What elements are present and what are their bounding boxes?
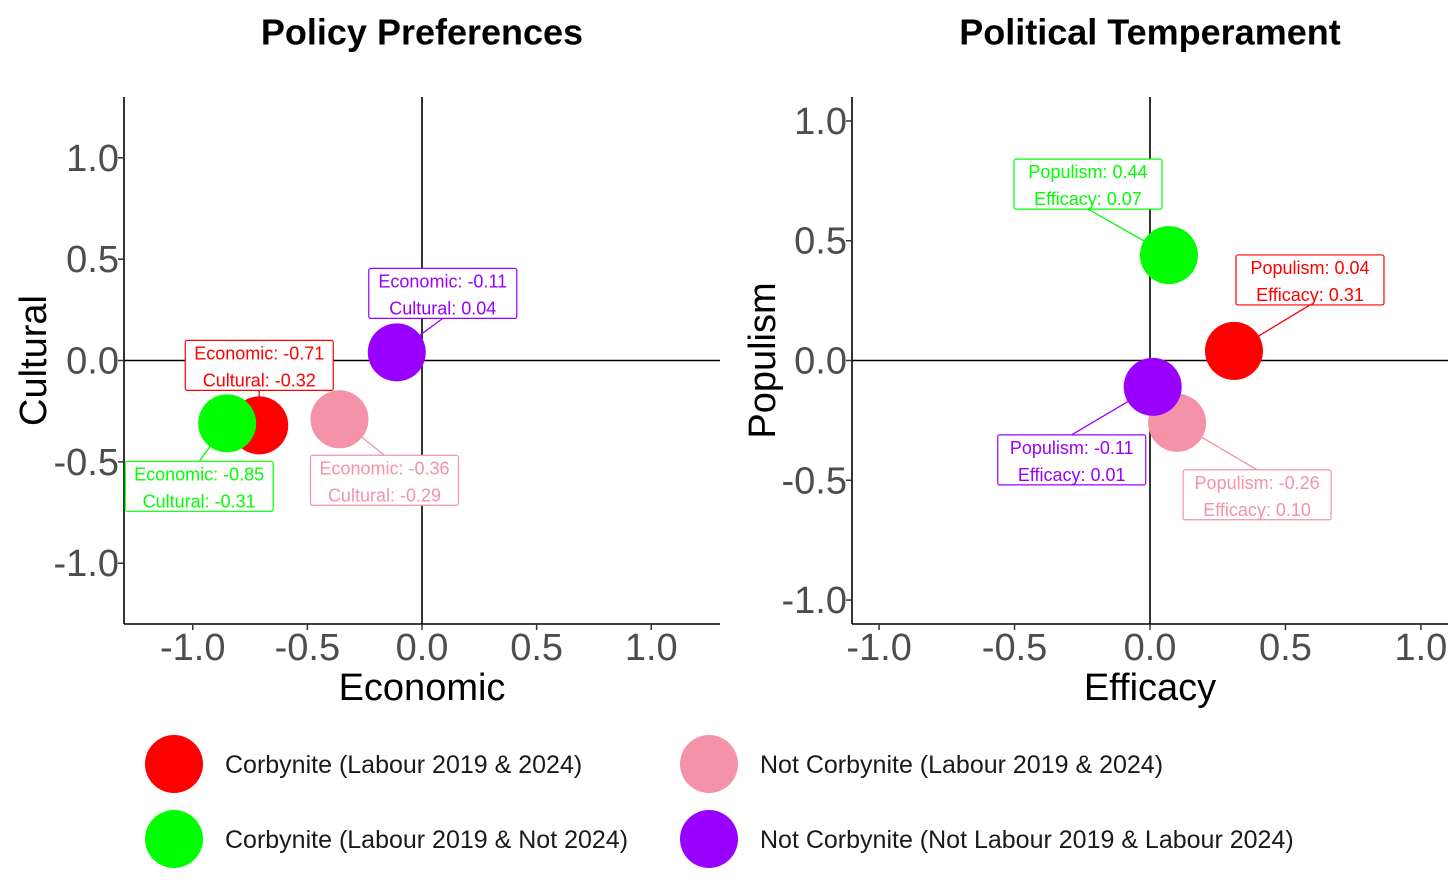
x-tick-label: 0.5 bbox=[510, 627, 563, 669]
legend-item: Not Corbynite (Not Labour 2019 & Labour … bbox=[680, 810, 1294, 868]
annotation-text: Populism: 0.44 bbox=[1028, 162, 1147, 182]
chart-title: Political Temperament bbox=[959, 12, 1340, 53]
annotation-box bbox=[368, 267, 518, 319]
y-tick-label: -0.5 bbox=[54, 442, 119, 484]
annotation-text: Efficacy: 0.10 bbox=[1203, 500, 1311, 520]
legend-key bbox=[680, 810, 738, 868]
annotation-text: Cultural: -0.31 bbox=[143, 491, 256, 511]
x-tick-label: 0.0 bbox=[1124, 627, 1177, 669]
y-tick-label: 0.5 bbox=[66, 239, 119, 281]
annotation-box bbox=[1235, 254, 1385, 306]
legend-label: Not Corbynite (Labour 2019 & 2024) bbox=[760, 751, 1163, 779]
legend-item: Not Corbynite (Labour 2019 & 2024) bbox=[680, 735, 1163, 793]
annotation-box bbox=[997, 434, 1147, 486]
annotation-text: Cultural: -0.32 bbox=[203, 370, 316, 390]
annotation-text: Economic: -0.36 bbox=[319, 458, 449, 478]
point-annotation: Populism: 0.04 Efficacy: 0.31 bbox=[1233, 254, 1385, 352]
annotation-box bbox=[309, 454, 460, 506]
political-temperament-panel: Political Temperament -1.0 -0.5 0.0 0.5 1.0 1.… bbox=[742, 12, 1448, 709]
y-tick-label: -1.0 bbox=[782, 580, 847, 622]
y-tick-label: 0.5 bbox=[794, 221, 847, 263]
annotation-leader bbox=[1176, 422, 1258, 471]
legend-key bbox=[145, 735, 203, 793]
legend-item: Corbynite (Labour 2019 & 2024) bbox=[145, 735, 582, 793]
legend-key bbox=[680, 735, 738, 793]
annotation-text: Efficacy: 0.07 bbox=[1034, 189, 1142, 209]
annotation-leader bbox=[198, 422, 228, 462]
annotation-text: Efficacy: 0.31 bbox=[1256, 285, 1364, 305]
x-axis-label: Efficacy bbox=[1084, 667, 1216, 709]
legend-label: Corbynite (Labour 2019 & 2024) bbox=[225, 751, 582, 779]
annotation-text: Populism: -0.26 bbox=[1195, 473, 1320, 493]
annotation-box bbox=[1013, 158, 1163, 210]
point-annotation: Economic: -0.36 Cultural: -0.29 bbox=[309, 418, 460, 506]
x-tick-label: 0.0 bbox=[396, 627, 449, 669]
legend-label: Corbynite (Labour 2019 & Not 2024) bbox=[225, 826, 628, 854]
annotation-text: Economic: -0.85 bbox=[134, 464, 264, 484]
annotation-leader bbox=[396, 317, 444, 353]
annotation-text: Economic: -0.71 bbox=[194, 343, 324, 363]
y-tick-label: 0.0 bbox=[66, 341, 119, 383]
point-annotation: Economic: -0.71 Cultural: -0.32 bbox=[184, 339, 334, 426]
legend-label: Not Corbynite (Not Labour 2019 & Labour … bbox=[760, 826, 1294, 854]
y-tick-label: -1.0 bbox=[54, 543, 119, 585]
annotation-text: Economic: -0.11 bbox=[378, 271, 507, 291]
annotation-box bbox=[124, 460, 274, 512]
point-annotation: Economic: -0.85 Cultural: -0.31 bbox=[124, 422, 274, 512]
annotation-leader bbox=[1071, 386, 1154, 436]
x-tick-label: -0.5 bbox=[275, 627, 340, 669]
point-annotation: Economic: -0.11 Cultural: 0.04 bbox=[368, 267, 518, 353]
legend-item: Corbynite (Labour 2019 & Not 2024) bbox=[145, 810, 628, 868]
annotation-text: Efficacy: 0.01 bbox=[1018, 465, 1126, 485]
annotation-box bbox=[1182, 469, 1332, 521]
annotation-text: Cultural: 0.04 bbox=[389, 298, 496, 318]
x-tick-label: -1.0 bbox=[160, 627, 225, 669]
chart-title: Policy Preferences bbox=[261, 12, 583, 53]
point-annotation: Populism: 0.44 Efficacy: 0.07 bbox=[1013, 158, 1170, 256]
y-axis-label: Populism bbox=[742, 282, 784, 438]
annotation-leader bbox=[1087, 208, 1170, 256]
y-tick-label: 1.0 bbox=[66, 138, 119, 180]
x-tick-label: 0.5 bbox=[1259, 627, 1312, 669]
x-tick-label: -1.0 bbox=[846, 627, 911, 669]
annotation-box bbox=[184, 339, 334, 391]
y-tick-label: 0.0 bbox=[794, 341, 847, 383]
policy-preferences-panel: Policy Preferences -1.0 -0.5 0.0 0.5 1.0 1.0 0.… bbox=[13, 12, 720, 709]
annotation-text: Cultural: -0.29 bbox=[328, 485, 441, 505]
x-tick-label: -0.5 bbox=[982, 627, 1047, 669]
point-annotation: Populism: -0.26 Efficacy: 0.10 bbox=[1176, 422, 1332, 521]
x-tick-label: 1.0 bbox=[625, 627, 678, 669]
y-axis-label: Cultural bbox=[13, 295, 55, 426]
point-annotation: Populism: -0.11 Efficacy: 0.01 bbox=[997, 386, 1154, 486]
y-tick-label: 1.0 bbox=[794, 101, 847, 143]
x-tick-label: 1.0 bbox=[1394, 627, 1447, 669]
annotation-leader bbox=[339, 418, 385, 456]
annotation-leader bbox=[1233, 304, 1311, 352]
legend: Corbynite (Labour 2019 & 2024) Not Corbyn… bbox=[145, 735, 1294, 868]
y-tick-label: -0.5 bbox=[782, 460, 847, 502]
x-axis-label: Economic bbox=[339, 667, 506, 709]
annotation-text: Populism: 0.04 bbox=[1250, 258, 1369, 278]
legend-key bbox=[145, 810, 203, 868]
annotation-text: Populism: -0.11 bbox=[1010, 438, 1134, 458]
